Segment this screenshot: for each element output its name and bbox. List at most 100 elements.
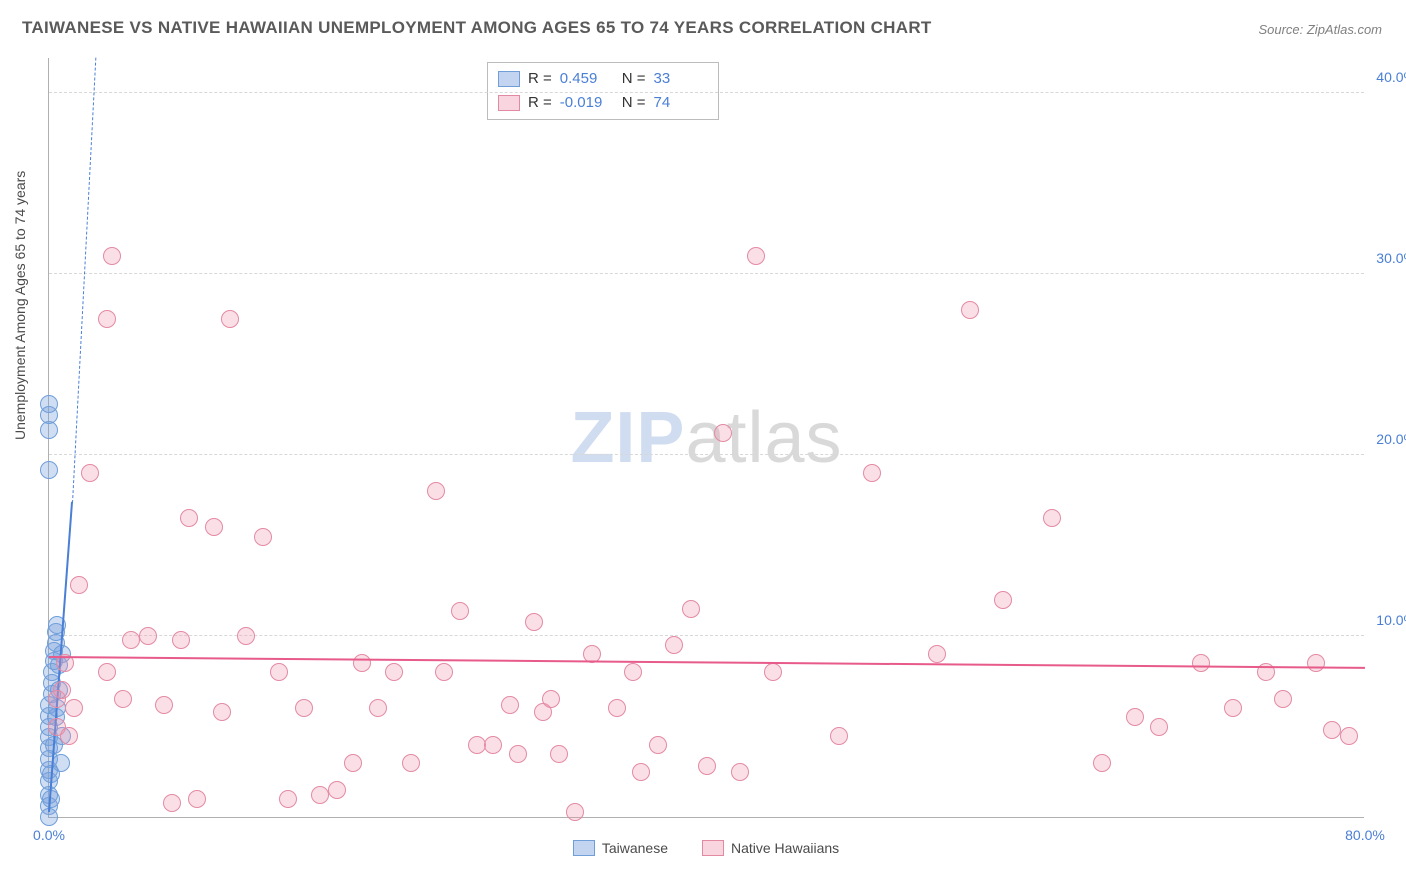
legend-swatch: [498, 71, 520, 87]
data-point: [468, 736, 486, 754]
data-point: [608, 699, 626, 717]
source-text: Source: ZipAtlas.com: [1258, 22, 1382, 37]
data-point: [60, 727, 78, 745]
data-point: [70, 576, 88, 594]
data-point: [928, 645, 946, 663]
data-point: [830, 727, 848, 745]
trend-line: [49, 656, 1365, 669]
data-point: [698, 757, 716, 775]
stat-n-value: 33: [654, 67, 708, 91]
data-point: [98, 663, 116, 681]
data-point: [435, 663, 453, 681]
gridline: [49, 454, 1364, 455]
legend-item: Native Hawaiians: [702, 840, 839, 856]
data-point: [254, 528, 272, 546]
series-legend: Taiwanese Native Hawaiians: [48, 840, 1364, 856]
data-point: [237, 627, 255, 645]
data-point: [402, 754, 420, 772]
stats-legend-row: R = 0.459 N = 33: [498, 67, 708, 91]
data-point: [98, 310, 116, 328]
data-point: [180, 509, 198, 527]
legend-item: Taiwanese: [573, 840, 668, 856]
legend-label: Taiwanese: [602, 840, 668, 856]
data-point: [221, 310, 239, 328]
data-point: [994, 591, 1012, 609]
data-point: [114, 690, 132, 708]
gridline: [49, 92, 1364, 93]
plot-area: ZIPatlas R =0.459N =33R =-0.019N =74 10.…: [48, 58, 1364, 818]
legend-swatch: [702, 840, 724, 856]
data-point: [103, 247, 121, 265]
stat-r-value: 0.459: [560, 67, 614, 91]
data-point: [542, 690, 560, 708]
data-point: [172, 631, 190, 649]
data-point: [188, 790, 206, 808]
data-point: [525, 613, 543, 631]
stat-r-label: R =: [528, 91, 552, 115]
data-point: [427, 482, 445, 500]
stat-r-value: -0.019: [560, 91, 614, 115]
y-tick-label: 10.0%: [1368, 612, 1406, 628]
data-point: [385, 663, 403, 681]
data-point: [1093, 754, 1111, 772]
data-point: [40, 395, 58, 413]
watermark-atlas: atlas: [685, 398, 842, 478]
watermark: ZIPatlas: [570, 397, 842, 479]
chart-title: TAIWANESE VS NATIVE HAWAIIAN UNEMPLOYMEN…: [22, 18, 932, 38]
data-point: [1323, 721, 1341, 739]
data-point: [122, 631, 140, 649]
data-point: [1126, 708, 1144, 726]
data-point: [665, 636, 683, 654]
data-point: [65, 699, 83, 717]
data-point: [624, 663, 642, 681]
gridline: [49, 273, 1364, 274]
data-point: [328, 781, 346, 799]
data-point: [53, 681, 71, 699]
data-point: [1274, 690, 1292, 708]
data-point: [484, 736, 502, 754]
data-point: [369, 699, 387, 717]
data-point: [295, 699, 313, 717]
data-point: [1043, 509, 1061, 527]
data-point: [270, 663, 288, 681]
y-tick-label: 30.0%: [1368, 250, 1406, 266]
data-point: [311, 786, 329, 804]
data-point: [1340, 727, 1358, 745]
stat-n-label: N =: [622, 91, 646, 115]
data-point: [649, 736, 667, 754]
data-point: [279, 790, 297, 808]
data-point: [81, 464, 99, 482]
data-point: [205, 518, 223, 536]
stats-legend: R = 0.459 N = 33 R = -0.019 N = 74: [487, 62, 719, 120]
legend-swatch: [573, 840, 595, 856]
stat-r-label: R =: [528, 67, 552, 91]
data-point: [344, 754, 362, 772]
data-point: [1307, 654, 1325, 672]
data-point: [163, 794, 181, 812]
data-point: [1150, 718, 1168, 736]
data-point: [550, 745, 568, 763]
watermark-zip: ZIP: [570, 398, 685, 478]
stats-legend-row: R = -0.019 N = 74: [498, 91, 708, 115]
data-point: [501, 696, 519, 714]
data-point: [353, 654, 371, 672]
data-point: [1192, 654, 1210, 672]
stat-n-value: 74: [654, 91, 708, 115]
data-point: [764, 663, 782, 681]
data-point: [509, 745, 527, 763]
data-point: [1224, 699, 1242, 717]
trend-line-dash: [72, 58, 96, 504]
data-point: [714, 424, 732, 442]
data-point: [566, 803, 584, 821]
data-point: [451, 602, 469, 620]
data-point: [213, 703, 231, 721]
legend-swatch: [498, 95, 520, 111]
legend-label: Native Hawaiians: [731, 840, 839, 856]
data-point: [139, 627, 157, 645]
data-point: [40, 461, 58, 479]
data-point: [731, 763, 749, 781]
data-point: [863, 464, 881, 482]
stat-n-label: N =: [622, 67, 646, 91]
y-axis-label: Unemployment Among Ages 65 to 74 years: [12, 171, 28, 440]
y-tick-label: 40.0%: [1368, 69, 1406, 85]
